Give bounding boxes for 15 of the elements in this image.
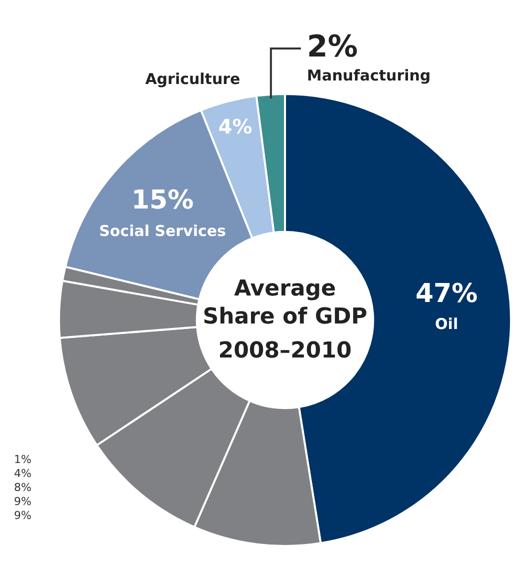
data-label: 4% bbox=[218, 114, 252, 139]
data-label: 15% bbox=[131, 186, 194, 216]
text: 9% bbox=[14, 494, 32, 508]
text: 8% bbox=[14, 480, 32, 494]
data-label: 47% bbox=[415, 278, 478, 309]
text: 1% bbox=[14, 452, 32, 466]
slice-label: Manufacturing bbox=[306, 66, 431, 84]
slice-label: Social Services bbox=[99, 222, 226, 240]
data-label: 2% bbox=[306, 29, 358, 64]
text: 2008–2010 bbox=[218, 338, 352, 364]
slice-label: Oil bbox=[435, 315, 458, 334]
text: 4% bbox=[14, 466, 32, 480]
slice-label: Agriculture bbox=[145, 70, 240, 88]
text: Average Share of GDP bbox=[202, 276, 368, 330]
text: 9% bbox=[14, 508, 32, 522]
